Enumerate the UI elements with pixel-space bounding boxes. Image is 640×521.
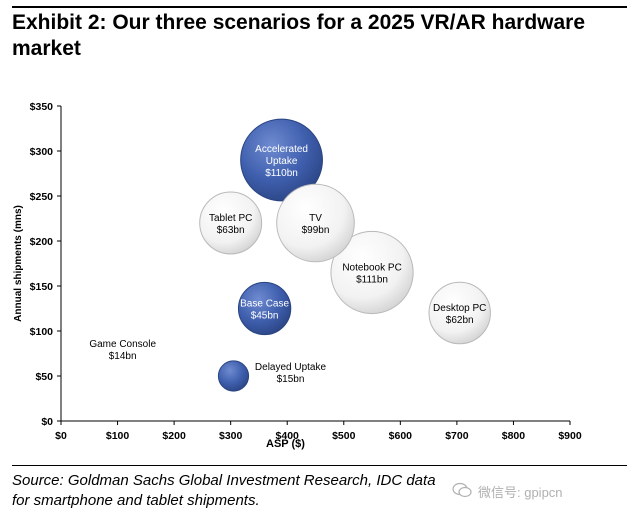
bubble-label-base-case: Base Case xyxy=(240,299,289,310)
x-axis-title: ASP ($) xyxy=(266,438,305,450)
x-tick-label: $500 xyxy=(332,430,356,442)
bubble-label-game-console: $14bn xyxy=(109,351,137,362)
title-rule xyxy=(12,6,627,8)
bubble-desktop-pc xyxy=(428,281,491,345)
y-tick-label: $250 xyxy=(30,191,54,203)
bubble-label-accelerated-uptake: Accelerated xyxy=(255,144,308,155)
bubbles xyxy=(199,118,491,392)
bubble-label-desktop-pc: Desktop PC xyxy=(433,303,486,314)
bubble-label-tablet-pc: $63bn xyxy=(217,225,245,236)
y-tick-label: $150 xyxy=(30,281,54,293)
wechat-icon xyxy=(452,482,472,498)
bubble-label-game-console: Game Console xyxy=(89,339,156,350)
bubble-label-notebook-pc: $111bn xyxy=(356,275,388,286)
x-tick-label: $800 xyxy=(502,430,526,442)
y-tick-label: $100 xyxy=(30,326,54,338)
bubble-label-accelerated-uptake: Uptake xyxy=(266,156,298,167)
bubble-label-delayed-uptake: $15bn xyxy=(277,374,305,385)
source-rule xyxy=(12,465,627,466)
y-tick-label: $300 xyxy=(30,146,54,158)
x-tick-label: $600 xyxy=(389,430,413,442)
axes: $0 $100 $200 $300 $400 $500 $600 $700 $800 $900 $0… xyxy=(13,101,582,450)
bubble-label-delayed-uptake: Delayed Uptake xyxy=(255,362,327,373)
bubble-base-case xyxy=(237,281,292,336)
source-note: Source: Goldman Sachs Global Investment … xyxy=(12,472,436,509)
bubble-label-accelerated-uptake: $110bn xyxy=(265,168,298,179)
y-tick-label: $200 xyxy=(30,236,54,248)
bubble-label-base-case: $45bn xyxy=(251,311,279,322)
y-tick-label: $350 xyxy=(30,101,54,113)
x-tick-label: $400 xyxy=(276,430,300,442)
watermark: 微信号: gpipcn xyxy=(478,485,563,500)
bubble-delayed-uptake xyxy=(217,360,250,392)
x-tick-label: $300 xyxy=(219,430,243,442)
x-tick-label: $0 xyxy=(55,430,67,442)
x-tick-label: $100 xyxy=(106,430,130,442)
x-tick-label: $900 xyxy=(558,430,582,442)
y-tick-label: $0 xyxy=(41,416,53,428)
x-tick-label: $200 xyxy=(162,430,186,442)
bubble-label-tv: $99bn xyxy=(302,225,330,236)
bubble-label-tablet-pc: Tablet PC xyxy=(209,213,252,224)
bubble-label-tv: TV xyxy=(309,213,322,224)
y-tick-label: $50 xyxy=(35,371,53,383)
y-axis-title: Annual shipments (mns) xyxy=(13,205,24,322)
x-tick-label: $700 xyxy=(445,430,469,442)
bubble-accelerated-uptake xyxy=(240,118,323,202)
bubble-tablet-pc xyxy=(199,191,263,255)
bubble-label-notebook-pc: Notebook PC xyxy=(342,263,401,274)
bubble-tv xyxy=(276,183,355,263)
page-title: Exhibit 2: Our three scenarios for a 202… xyxy=(12,11,586,60)
bubble-label-desktop-pc: $62bn xyxy=(446,315,474,326)
bubble-notebook-pc xyxy=(330,230,414,315)
